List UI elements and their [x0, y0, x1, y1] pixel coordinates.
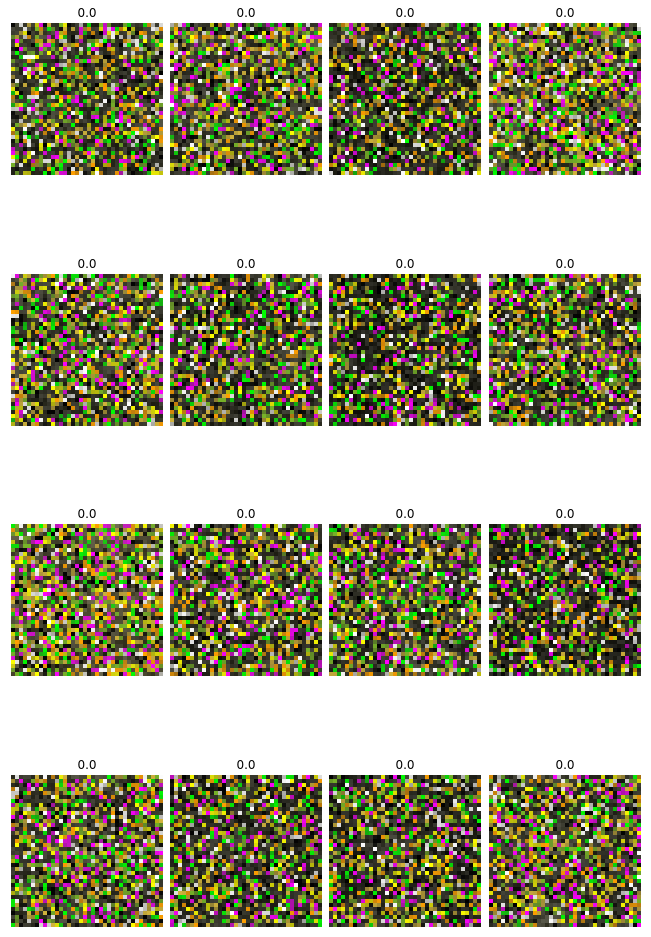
tile-title: 0.0: [236, 257, 256, 271]
tile-title: 0.0: [395, 507, 415, 521]
tile-image: [11, 775, 163, 927]
tile: 0.0: [11, 255, 163, 426]
tile-title: 0.0: [77, 758, 97, 772]
tile-title: 0.0: [236, 6, 256, 20]
tile-image: [329, 23, 481, 175]
tile: 0.0: [329, 4, 481, 175]
tile: 0.0: [489, 756, 641, 927]
tile-image: [170, 524, 322, 676]
tile-title: 0.0: [236, 507, 256, 521]
tile-title: 0.0: [395, 257, 415, 271]
tile-image: [11, 524, 163, 676]
tile: 0.0: [11, 4, 163, 175]
tile-image: [489, 274, 641, 426]
tile: 0.0: [489, 255, 641, 426]
tile-image: [329, 274, 481, 426]
tile-image: [489, 524, 641, 676]
tile-title: 0.0: [77, 6, 97, 20]
tile: 0.0: [329, 505, 481, 676]
tile-title: 0.0: [555, 758, 575, 772]
tile: 0.0: [489, 4, 641, 175]
tile: 0.0: [170, 4, 322, 175]
tile-title: 0.0: [77, 507, 97, 521]
tile: 0.0: [170, 255, 322, 426]
tile-title: 0.0: [395, 758, 415, 772]
tile: 0.0: [329, 255, 481, 426]
tile: 0.0: [170, 505, 322, 676]
tile-image: [329, 775, 481, 927]
tile-title: 0.0: [555, 257, 575, 271]
tile-image: [489, 775, 641, 927]
tile-image: [489, 23, 641, 175]
tile-image: [11, 274, 163, 426]
tile-image: [329, 524, 481, 676]
tile-title: 0.0: [555, 6, 575, 20]
tile: 0.0: [489, 505, 641, 676]
tile: 0.0: [329, 756, 481, 927]
tile-image: [170, 775, 322, 927]
tile-image: [11, 23, 163, 175]
tile-title: 0.0: [77, 257, 97, 271]
tile-title: 0.0: [236, 758, 256, 772]
tile-image: [170, 274, 322, 426]
tile: 0.0: [170, 756, 322, 927]
tile-title: 0.0: [555, 507, 575, 521]
tile-title: 0.0: [395, 6, 415, 20]
tile-image: [170, 23, 322, 175]
tile: 0.0: [11, 505, 163, 676]
tile: 0.0: [11, 756, 163, 927]
